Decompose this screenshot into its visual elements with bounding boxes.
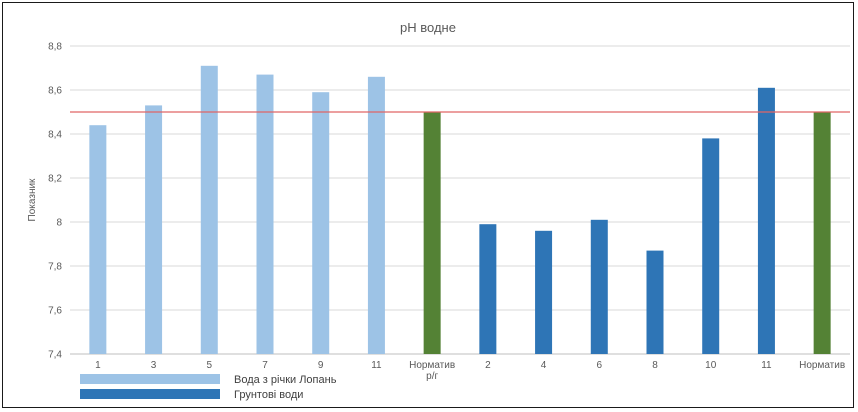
x-tick-label: 10 — [705, 360, 717, 371]
x-tick-label: 11 — [761, 360, 772, 371]
x-tick-label: 6 — [597, 360, 603, 371]
x-tick-label: 2 — [485, 360, 491, 371]
y-tick-label: 8,4 — [48, 130, 62, 141]
x-tick-label: 4 — [541, 360, 547, 371]
x-tick-label: 8 — [652, 360, 658, 371]
y-axis-ticks: 7,4 7,6 7,8 8 8,2 8,4 8,6 8,8 — [48, 42, 62, 361]
y-tick-label: 7,4 — [48, 350, 62, 361]
bar — [200, 65, 218, 355]
y-tick-label: 8,6 — [48, 86, 62, 97]
bar — [590, 219, 608, 354]
y-tick-label: 7,8 — [48, 262, 62, 273]
bar — [813, 112, 831, 354]
legend-label: Вода з річки Лопань — [234, 374, 337, 386]
bar — [145, 105, 163, 355]
bar — [757, 87, 775, 355]
bar — [535, 230, 553, 354]
x-axis-ticks: 1 3 5 7 9 11 Норматив р/г 2 4 6 8 10 11 Норматив — [95, 360, 845, 382]
x-tick-label: 9 — [318, 360, 324, 371]
bar — [702, 138, 720, 354]
legend-label: Грунтові води — [234, 389, 303, 401]
y-tick-label: 8,8 — [48, 42, 62, 53]
legend-swatch — [80, 389, 220, 399]
legend-swatch — [80, 374, 220, 384]
bars — [89, 65, 831, 355]
x-tick-label: Норматив р/г — [409, 360, 455, 382]
x-tick-label: 5 — [207, 360, 213, 371]
bar — [256, 74, 274, 354]
bar — [367, 76, 385, 355]
x-tick-label: 7 — [262, 360, 268, 371]
y-tick-label: 7,6 — [48, 306, 62, 317]
gridlines — [70, 45, 850, 355]
bar — [89, 125, 107, 354]
chart-title: pH водне — [400, 20, 456, 35]
bar — [312, 92, 330, 354]
x-tick-label: 11 — [371, 360, 382, 371]
y-tick-label: 8 — [56, 218, 62, 229]
legend: Вода з річки Лопань Грунтові води — [80, 374, 337, 401]
bar — [423, 112, 441, 354]
x-tick-label: 3 — [151, 360, 157, 371]
bar — [646, 250, 664, 354]
x-tick-label: Норматив — [799, 360, 845, 371]
bar — [479, 224, 497, 354]
y-tick-label: 8,2 — [48, 174, 62, 185]
x-tick-label: 1 — [95, 360, 101, 371]
y-axis-label: Показник — [27, 178, 38, 221]
